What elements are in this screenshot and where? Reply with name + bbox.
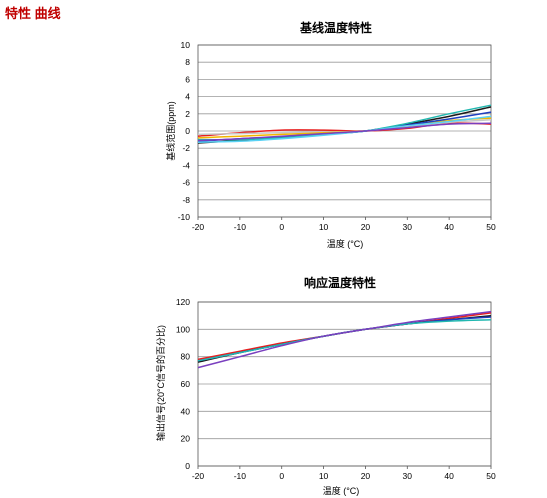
- x-tick-label: 40: [444, 471, 454, 481]
- y-tick-label: 2: [185, 109, 190, 119]
- series-lines: [197, 310, 492, 369]
- y-tick-label: 20: [181, 434, 191, 444]
- x-tick-label: 20: [361, 222, 371, 232]
- x-tick-label: -10: [234, 471, 247, 481]
- series-line: [197, 122, 492, 142]
- grid-lines: [197, 301, 492, 469]
- y-tick-label: 6: [185, 74, 190, 84]
- y-tick-label: 10: [181, 40, 191, 50]
- x-tick-label: 10: [319, 222, 329, 232]
- plot-frame: [197, 44, 492, 218]
- y-tick-label: 60: [181, 379, 191, 389]
- series-line: [197, 316, 492, 362]
- series-line: [197, 115, 492, 143]
- x-axis-label: 温度 (°C): [323, 485, 360, 496]
- x-tick-label: -20: [192, 222, 205, 232]
- series-line: [197, 122, 492, 137]
- chart-title: 基线温度特性: [299, 20, 372, 35]
- y-tick-label: 120: [176, 297, 190, 307]
- x-tick-label: 0: [279, 222, 284, 232]
- y-tick-label: -4: [182, 160, 190, 170]
- x-tick-label: -20: [192, 471, 205, 481]
- x-tick-label: 50: [486, 471, 496, 481]
- y-tick-label: 100: [176, 324, 190, 334]
- y-tick-label: 8: [185, 57, 190, 67]
- y-tick-label: 0: [185, 461, 190, 471]
- y-tick-label: 4: [185, 92, 190, 102]
- y-tick-label: 80: [181, 352, 191, 362]
- series-line: [197, 319, 492, 362]
- y-axis-label: 输出信号(20°C信号的百分比): [155, 325, 166, 441]
- y-tick-label: -2: [182, 143, 190, 153]
- page-heading: 特性 曲线: [5, 6, 61, 21]
- series-line: [197, 314, 492, 363]
- plot-frame: [197, 301, 492, 467]
- y-tick-label: -10: [178, 212, 191, 222]
- chart-title: 响应温度特性: [304, 275, 376, 290]
- x-tick-label: -10: [234, 222, 247, 232]
- series-line: [197, 310, 492, 369]
- x-tick-label: 20: [361, 471, 371, 481]
- x-tick-label: 10: [319, 471, 329, 481]
- y-axis-label: 基线范围(ppm): [165, 101, 176, 161]
- y-tick-label: -6: [182, 178, 190, 188]
- y-tick-label: 40: [181, 406, 191, 416]
- x-tick-label: 0: [279, 471, 284, 481]
- x-tick-label: 30: [403, 471, 413, 481]
- x-tick-label: 40: [444, 222, 454, 232]
- x-tick-label: 50: [486, 222, 496, 232]
- grid-lines: [197, 44, 492, 220]
- x-axis-label: 温度 (°C): [327, 238, 364, 249]
- series-lines: [197, 104, 492, 144]
- x-tick-label: 30: [403, 222, 413, 232]
- y-tick-label: 0: [185, 126, 190, 136]
- y-tick-label: -8: [182, 195, 190, 205]
